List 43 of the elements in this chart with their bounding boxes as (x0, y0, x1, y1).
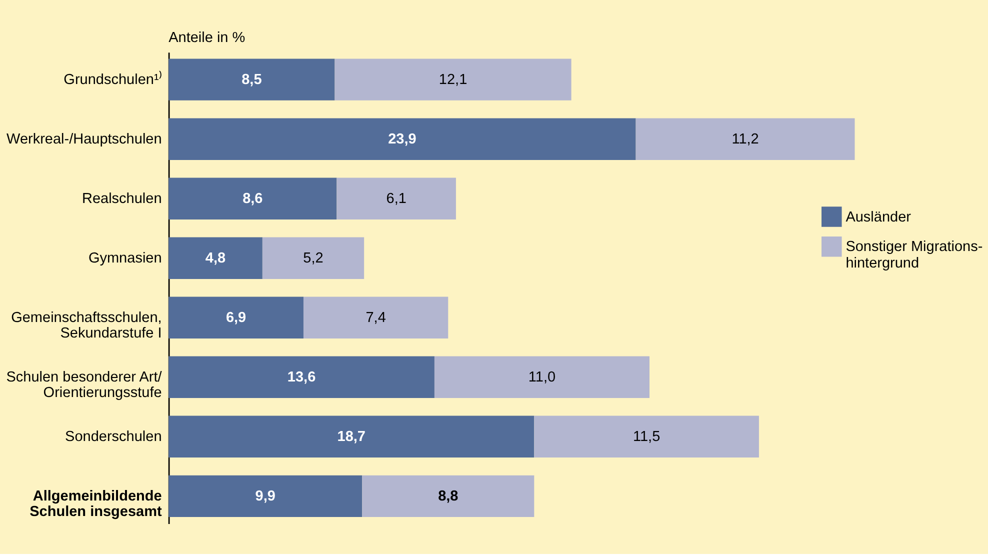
bar (168, 296, 304, 338)
chart-title: Anteile in % (168, 30, 246, 46)
bar (168, 356, 434, 398)
bar (303, 296, 448, 338)
y-tick-label: Gemeinschaftsschulen, Sekundarstufe I (11, 310, 162, 342)
bar (434, 356, 650, 398)
y-tick-label: Werkreal-/Hauptschulen (6, 132, 162, 148)
data-label: 11,2 (732, 132, 759, 148)
bar (534, 416, 759, 458)
data-label: 11,0 (528, 370, 556, 386)
data-label: 13,6 (287, 370, 316, 386)
data-label: 4,8 (205, 250, 226, 267)
data-label: 6,9 (226, 310, 246, 326)
data-label: 11,5 (632, 429, 660, 446)
bar (168, 178, 337, 220)
y-tick-label: Gymnasien (88, 250, 162, 267)
data-label: 9,9 (255, 488, 276, 505)
bar (262, 237, 364, 279)
bar (168, 237, 262, 279)
data-label: 6,1 (386, 191, 406, 208)
data-label: 8,5 (242, 72, 262, 88)
y-tick-label: Realschulen (82, 191, 162, 208)
y-tick-label: Grundschulen¹⁾ (64, 70, 162, 88)
data-label: 7,4 (366, 310, 386, 326)
legend-label: Sonstiger Migrations- hintergrund (846, 239, 983, 272)
legend-label: Ausländer (846, 209, 912, 226)
bar (636, 118, 855, 160)
bar (168, 58, 335, 100)
bar (168, 118, 636, 160)
bar (334, 58, 572, 100)
data-label: 8,6 (242, 191, 263, 208)
bar (362, 475, 534, 518)
bar (336, 178, 456, 220)
data-label: 5,2 (303, 250, 324, 267)
bar (168, 475, 362, 518)
y-tick-label: Sonderschulen (65, 429, 162, 446)
data-label: 23,9 (388, 132, 416, 148)
data-label: 12,1 (438, 72, 468, 88)
data-label: 18,7 (337, 429, 366, 446)
bar (168, 416, 534, 458)
y-tick-label: Schulen besonderer Art/ Orientierungsstufe (6, 370, 163, 402)
data-label: 8,8 (438, 488, 458, 505)
y-tick-label: Allgemeinbildende Schulen insgesamt (30, 488, 162, 520)
